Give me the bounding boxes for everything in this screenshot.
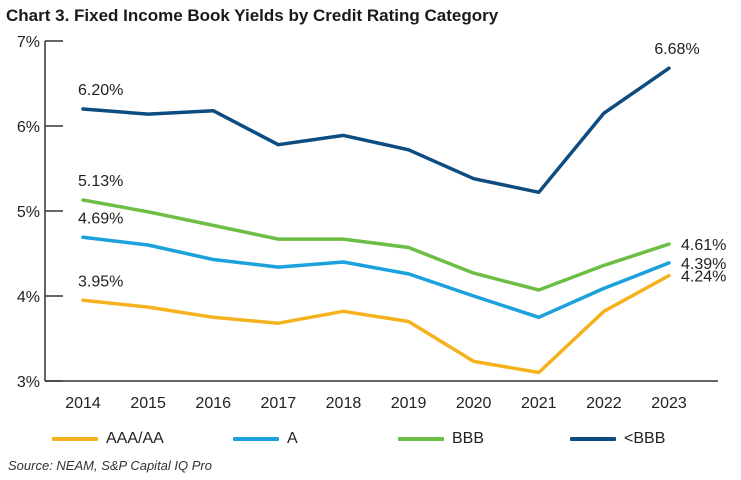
x-tick-label: 2023	[651, 395, 687, 412]
y-tick-label: 4%	[17, 289, 40, 306]
legend-item: BBB	[398, 428, 484, 450]
y-tick-label: 5%	[17, 204, 40, 221]
x-tick-label: 2014	[65, 395, 101, 412]
legend-item: <BBB	[570, 428, 665, 450]
legend-swatch	[52, 437, 98, 441]
series-line-bbb	[81, 66, 671, 195]
source-note: Source: NEAM, S&P Capital IQ Pro	[8, 458, 212, 473]
x-tick-label: 2019	[391, 395, 427, 412]
data-label: 4.61%	[681, 237, 726, 254]
series-line-a	[81, 235, 671, 320]
y-tick-label: 3%	[17, 374, 40, 391]
legend-item: A	[233, 428, 298, 450]
legend-label: A	[287, 430, 298, 447]
legend-label: AAA/AA	[106, 430, 164, 447]
x-tick-label: 2020	[456, 395, 492, 412]
legend-swatch	[233, 437, 279, 441]
legend: AAA/AA A BBB <BBB	[0, 428, 741, 452]
x-tick-label: 2021	[521, 395, 557, 412]
series-line-aaa-aa	[81, 273, 671, 375]
data-label: 4.39%	[681, 256, 726, 273]
legend-label: <BBB	[624, 430, 666, 447]
x-tick-label: 2015	[130, 395, 166, 412]
legend-swatch	[570, 437, 616, 441]
data-label: 5.13%	[78, 173, 123, 190]
series-line-bbb	[81, 198, 671, 292]
data-label: 6.68%	[654, 41, 699, 58]
data-label: 6.20%	[78, 82, 123, 99]
legend-label: BBB	[452, 430, 485, 447]
x-tick-label: 2018	[326, 395, 362, 412]
x-tick-label: 2017	[261, 395, 297, 412]
y-tick-label: 7%	[17, 34, 40, 51]
x-tick-label: 2016	[195, 395, 231, 412]
legend-swatch	[398, 437, 444, 441]
data-label: 3.95%	[78, 273, 123, 290]
data-label: 4.24%	[681, 269, 726, 286]
x-tick-label: 2022	[586, 395, 622, 412]
y-tick-label: 6%	[17, 119, 40, 136]
chart-title: Chart 3. Fixed Income Book Yields by Cre…	[6, 6, 499, 25]
data-label: 4.69%	[78, 210, 123, 227]
legend-item: AAA/AA	[52, 428, 164, 450]
